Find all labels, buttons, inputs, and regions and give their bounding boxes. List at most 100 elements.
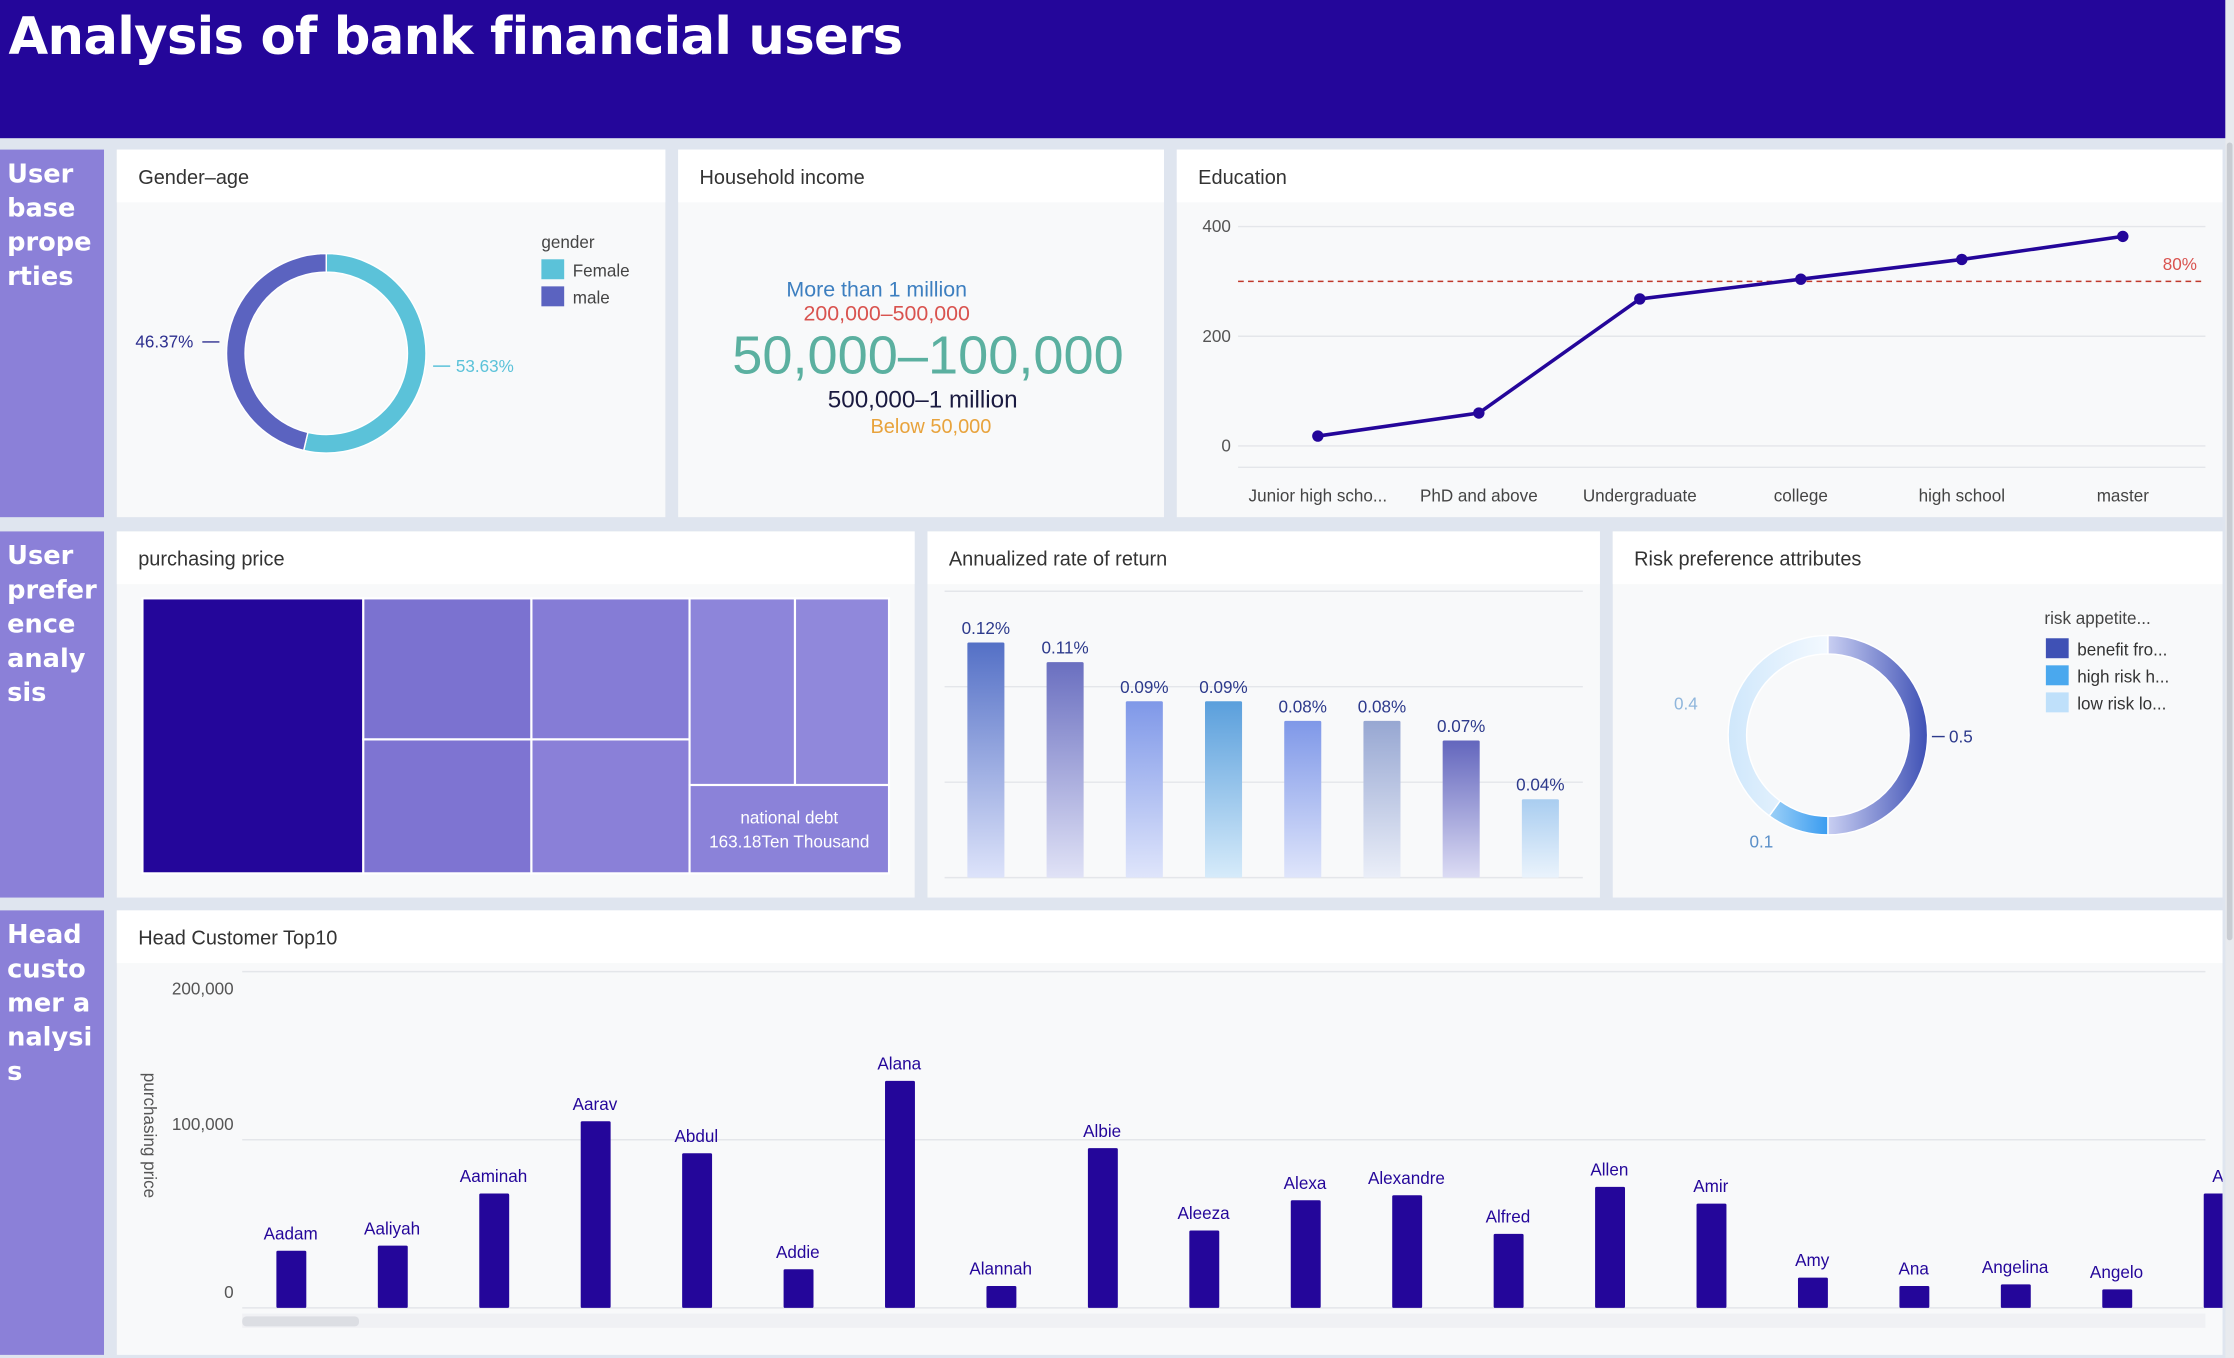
word-200000-500000: 200,000–500,000 — [803, 302, 970, 327]
return-bar[interactable] — [1046, 662, 1084, 878]
return-bar[interactable] — [1125, 701, 1163, 878]
section-label-head-customer: Head customer analysis — [0, 910, 105, 1355]
risk-preference-panel: Risk preference attributes 0.5 0.1 0.4 risk… — [1612, 531, 2223, 898]
donut-slice[interactable] — [1727, 634, 1829, 817]
customer-bar[interactable] — [1595, 1186, 1626, 1308]
risk-donut-chart: 0.5 0.1 0.4 risk appetite... benefit fro... h… — [1674, 609, 2169, 852]
legend-swatch[interactable] — [541, 286, 565, 307]
data-point[interactable] — [1473, 407, 1485, 419]
customer-name-label: Ana — [1898, 1260, 1929, 1279]
customer-bar[interactable] — [1290, 1200, 1321, 1308]
label-male-pct: 46.37% — [135, 333, 193, 352]
legend-label-male[interactable]: male — [573, 288, 610, 307]
panel-title: purchasing price — [116, 531, 915, 585]
bar-value-label: 0.09% — [1120, 678, 1168, 697]
customer-name-label: Abdul — [675, 1127, 719, 1146]
horizontal-scrollbar-thumb[interactable] — [242, 1316, 360, 1327]
return-bar[interactable] — [1205, 701, 1243, 878]
customer-bar[interactable] — [276, 1250, 307, 1308]
customer-bar[interactable] — [1493, 1233, 1524, 1308]
treemap-cell[interactable] — [362, 597, 533, 741]
customer-bar[interactable] — [986, 1286, 1017, 1308]
customer-bar[interactable] — [479, 1193, 510, 1308]
customer-bar[interactable] — [1696, 1203, 1727, 1308]
customer-bar[interactable] — [2203, 1193, 2223, 1308]
treemap-cell-national-debt[interactable] — [688, 783, 891, 875]
customer-name-label: Aarav — [573, 1095, 618, 1114]
x-tick-label: Undergraduate — [1583, 486, 1697, 505]
legend-swatch[interactable] — [2045, 665, 2069, 686]
slice-label-benefit: 0.5 — [1949, 727, 1973, 746]
donut-slice[interactable] — [1827, 634, 1929, 836]
purchasing-price-panel: purchasing price national debt 163.18Ten… — [116, 531, 915, 898]
y-tick-label: 200 — [1202, 327, 1231, 346]
customer-name-label: Amir — [1693, 1177, 1728, 1196]
gender-age-panel: Gender–age 53.63% 46.37% gender Female male — [116, 149, 666, 518]
customer-bar[interactable] — [1899, 1286, 1930, 1308]
data-point[interactable] — [1795, 273, 1807, 285]
legend-title: gender — [541, 233, 594, 252]
customer-bar[interactable] — [377, 1245, 408, 1308]
return-bar[interactable] — [1363, 720, 1401, 878]
panel-title: Household income — [678, 149, 1164, 203]
legend-swatch[interactable] — [2045, 638, 2069, 659]
scrollbar-thumb[interactable] — [2226, 142, 2233, 941]
customer-name-label: Aadam — [264, 1224, 318, 1243]
word-more-than-1-million: More than 1 million — [786, 277, 967, 303]
legend-label[interactable]: low risk lo... — [2077, 695, 2166, 714]
bar-value-label: 0.04% — [1516, 776, 1564, 795]
treemap-cell[interactable] — [141, 597, 365, 875]
legend-swatch[interactable] — [2045, 692, 2069, 713]
legend-label[interactable]: high risk h... — [2077, 667, 2169, 686]
customer-bar[interactable] — [1392, 1195, 1423, 1308]
customer-name-label: Alfred — [1486, 1208, 1531, 1227]
horizontal-scrollbar[interactable] — [242, 1313, 2206, 1328]
customer-name-label: Angelina — [1982, 1258, 2049, 1277]
data-point[interactable] — [1634, 293, 1646, 305]
return-bar[interactable] — [1521, 799, 1559, 878]
customer-name-label: Alana — [877, 1055, 921, 1074]
bar-value-label: 0.08% — [1358, 697, 1406, 716]
data-point[interactable] — [1956, 253, 1968, 266]
education-line-chart: 0 200 400 80% Junior high scho... PhD and abo… — [1202, 217, 2206, 505]
legend-label-female[interactable]: Female — [573, 261, 630, 280]
customer-bar[interactable] — [885, 1080, 915, 1308]
customer-bar[interactable] — [580, 1121, 611, 1308]
page-scrollbar[interactable] — [2225, 0, 2234, 1358]
customer-bar[interactable] — [2000, 1284, 2031, 1308]
donut-slice[interactable] — [1768, 799, 1829, 836]
treemap-cell[interactable] — [793, 597, 891, 787]
panel-title: Annualized rate of return — [927, 531, 1600, 585]
x-tick-label: high school — [1919, 486, 2005, 505]
customer-bar[interactable] — [1189, 1230, 1220, 1308]
legend-label[interactable]: benefit fro... — [2077, 640, 2167, 659]
customer-name-label: Addie — [776, 1243, 820, 1262]
data-point[interactable] — [2117, 230, 2129, 243]
customer-bar[interactable] — [1797, 1277, 1828, 1308]
customer-name-label: Angelo — [2090, 1263, 2143, 1282]
section-label-user-base: User base properties — [0, 149, 105, 518]
return-bar[interactable] — [967, 642, 1005, 878]
customer-bar[interactable] — [682, 1153, 713, 1308]
return-bar[interactable] — [1284, 720, 1322, 878]
treemap-cell[interactable] — [530, 597, 691, 741]
treemap-cell[interactable] — [362, 738, 533, 875]
customer-name-label: Alannah — [969, 1260, 1032, 1279]
y-axis-label: purchasing price — [140, 1073, 159, 1198]
x-tick-label: PhD and above — [1420, 486, 1538, 505]
panel-title: Head Customer Top10 — [116, 910, 2223, 964]
donut-slice-male[interactable] — [225, 252, 327, 452]
x-tick-label: Junior high scho... — [1249, 486, 1388, 505]
data-point[interactable] — [1312, 430, 1324, 442]
bar-value-label: 0.09% — [1199, 678, 1247, 697]
customer-bar[interactable] — [1087, 1148, 1118, 1308]
customer-bar[interactable] — [2102, 1289, 2133, 1308]
education-line — [1317, 234, 2124, 438]
treemap-cell[interactable] — [688, 597, 797, 787]
return-bar[interactable] — [1442, 740, 1480, 878]
y-tick-label: 200,000 — [172, 979, 234, 998]
treemap-cell[interactable] — [530, 738, 691, 875]
customer-bar[interactable] — [783, 1269, 814, 1308]
legend-swatch[interactable] — [541, 259, 565, 280]
donut-slice-female[interactable] — [302, 252, 427, 454]
